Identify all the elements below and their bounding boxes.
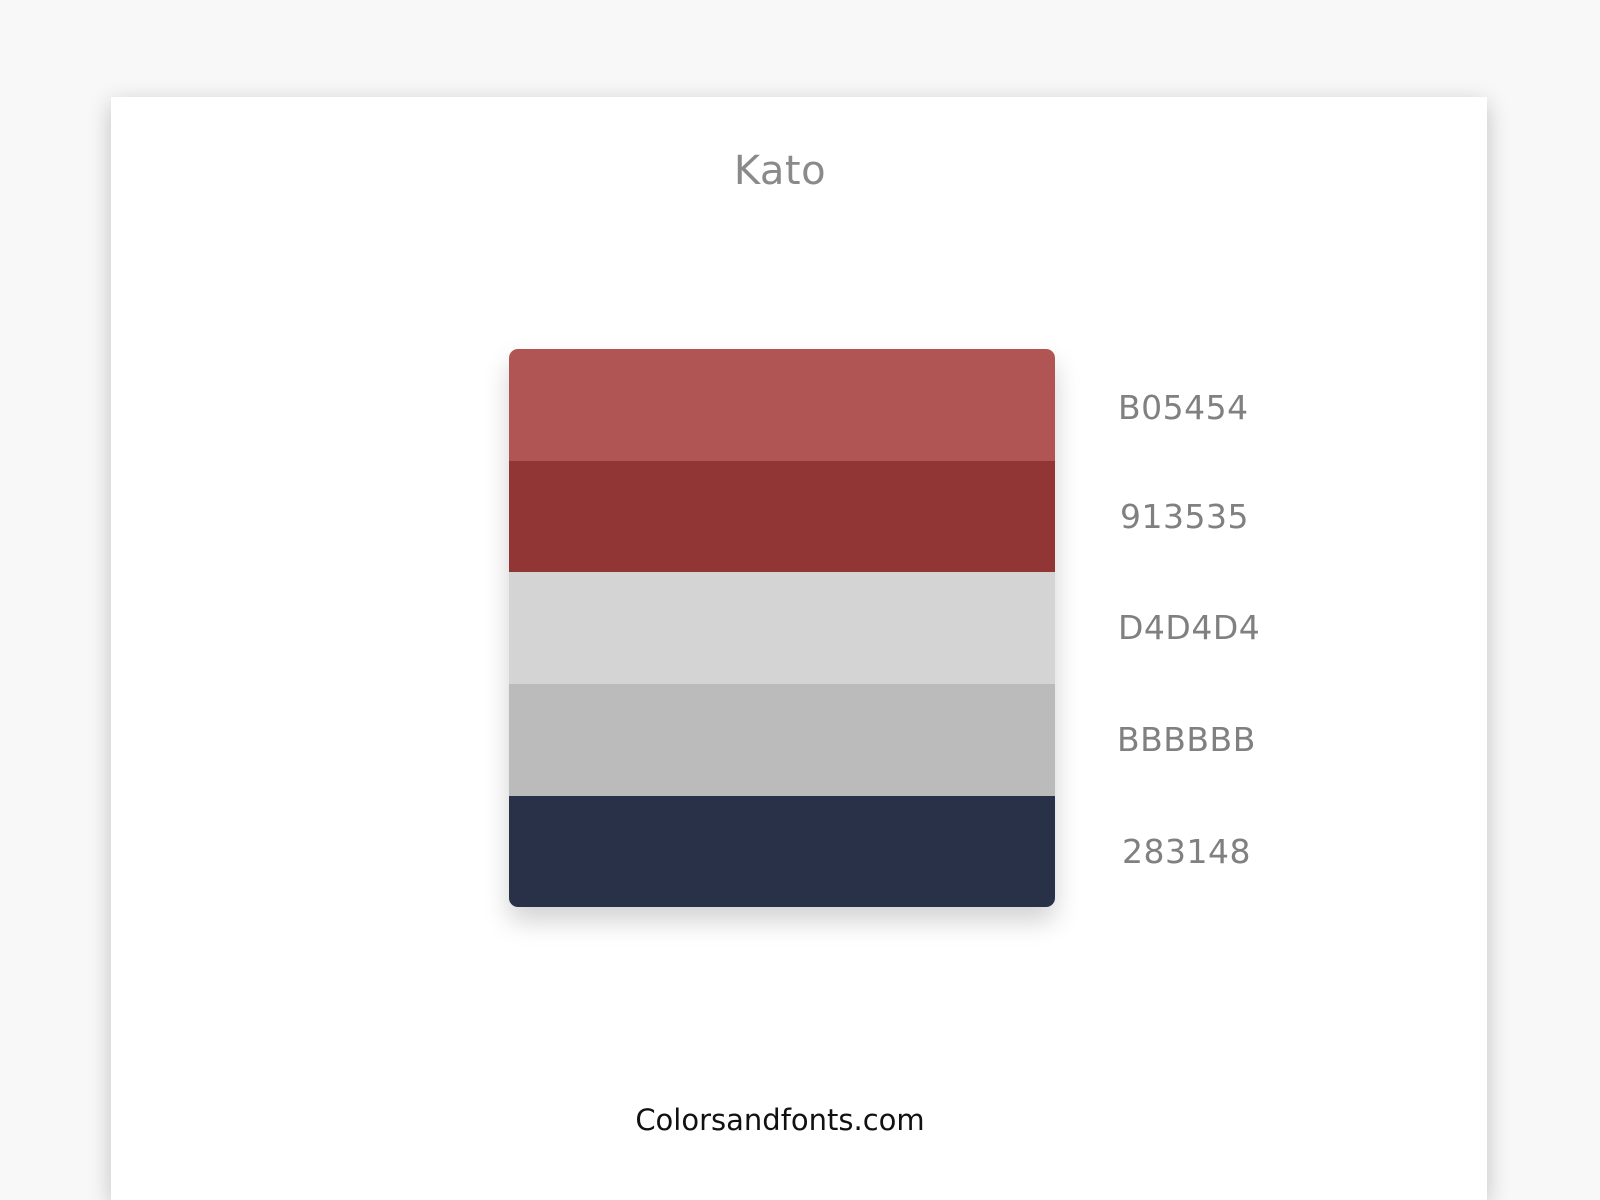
color-swatch[interactable]: [509, 796, 1055, 907]
color-swatch[interactable]: [509, 572, 1055, 685]
color-swatch[interactable]: [509, 461, 1055, 573]
palette-swatches: [509, 349, 1055, 907]
palette-title: Kato: [733, 148, 827, 194]
hex-label: 283148: [1122, 832, 1251, 871]
site-watermark: Colorsandfonts.com: [635, 1103, 925, 1137]
color-swatch[interactable]: [509, 684, 1055, 797]
hex-label: D4D4D4: [1118, 608, 1261, 647]
hex-label: 913535: [1120, 497, 1249, 536]
color-swatch[interactable]: [509, 349, 1055, 462]
hex-label: B05454: [1118, 388, 1249, 427]
hex-label: BBBBBB: [1117, 720, 1256, 759]
